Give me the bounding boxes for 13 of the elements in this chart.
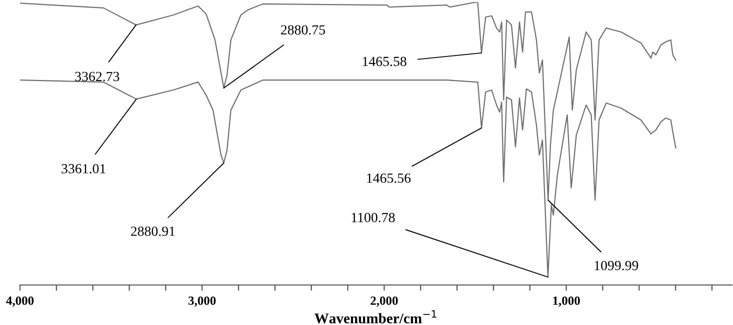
annotation: 1099.99 (594, 260, 638, 270)
x-tick-label: 1,000 (553, 296, 580, 307)
annotation: 1465.56 (367, 173, 411, 183)
x-tick-label: 4,000 (6, 296, 34, 307)
annotation: 1100.78 (352, 212, 395, 222)
annotation: 2880.91 (130, 226, 175, 236)
x-tick-label: 3,000 (188, 296, 216, 307)
annotation: 1465.58 (362, 56, 406, 66)
annotation: 3362.73 (75, 72, 120, 82)
x-tick-label: 2,000 (370, 296, 398, 307)
annotation: 2880.75 (281, 25, 326, 35)
annotation: 3361.01 (62, 164, 106, 174)
x-axis-title: Wavenumber/cm$^{−1}$ (314, 310, 436, 324)
